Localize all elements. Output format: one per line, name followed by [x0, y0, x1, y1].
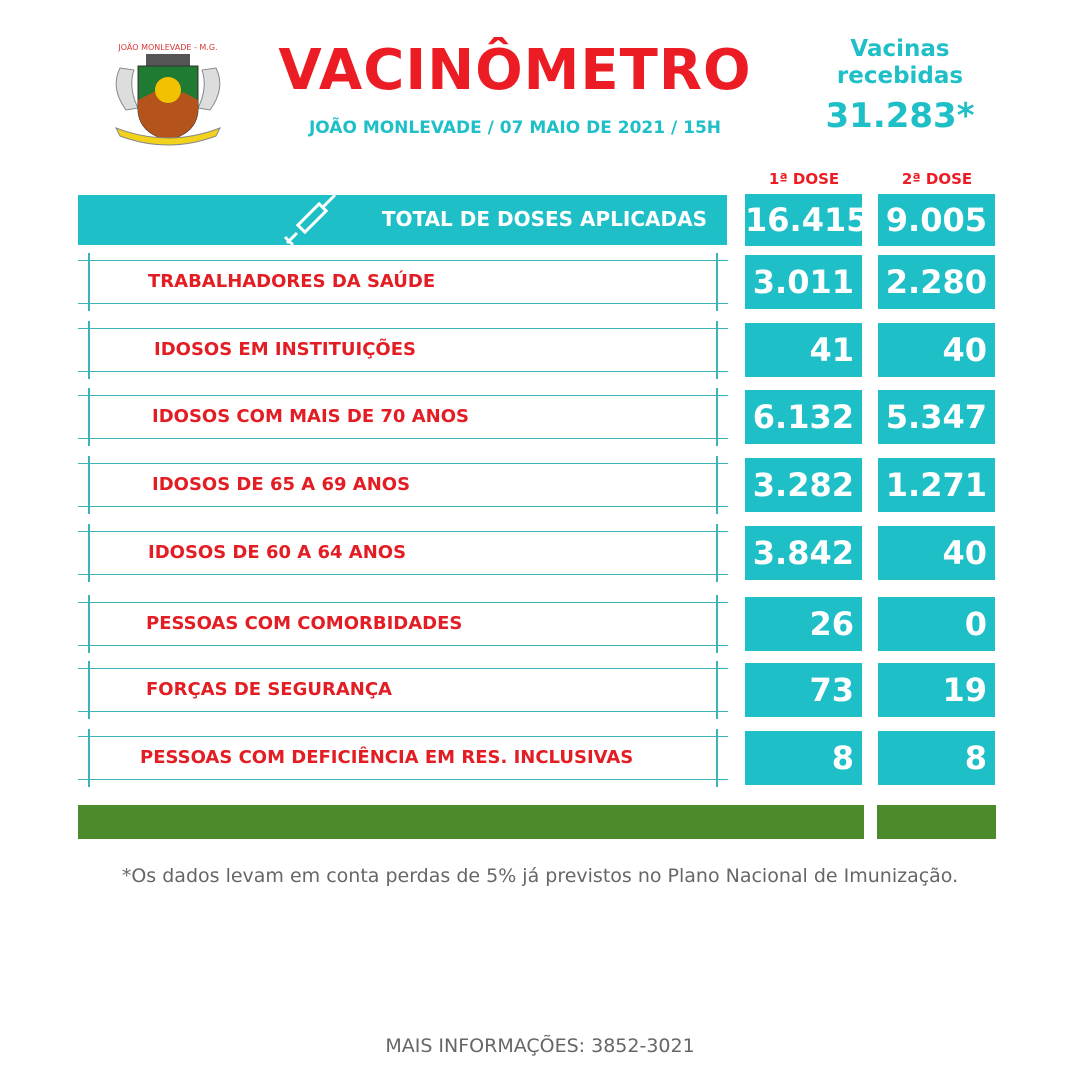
category-label: IDOSOS DE 65 A 69 ANOS	[152, 474, 411, 495]
row-divider	[716, 661, 718, 719]
category-row: PESSOAS COM COMORBIDADES	[78, 595, 728, 653]
footer-bar-left	[78, 805, 864, 839]
dose2-value: 19	[878, 663, 995, 717]
total-dose1-value: 16.415	[745, 194, 868, 246]
contact-info: MAIS INFORMAÇÕES: 3852-3021	[385, 1035, 695, 1057]
dose2-value: 5.347	[878, 390, 995, 444]
row-divider	[88, 524, 90, 582]
column-header-dose2: 2ª DOSE	[901, 170, 973, 188]
row-divider	[716, 595, 718, 653]
city-coat-of-arms-logo: JOÃO MONLEVADE - M.G.	[108, 38, 228, 150]
vaccines-received-label: Vacinas recebidas	[836, 36, 964, 89]
row-divider	[88, 595, 90, 653]
footnote: *Os dados levam em conta perdas de 5% já…	[121, 865, 959, 887]
category-label: FORÇAS DE SEGURANÇA	[146, 679, 392, 700]
total-doses-label: TOTAL DE DOSES APLICADAS	[381, 207, 707, 231]
syringe-icon	[283, 187, 343, 251]
dose1-value: 41	[745, 323, 862, 377]
dose1-value: 3.842	[745, 526, 862, 580]
row-divider	[716, 729, 718, 787]
dose1-value: 3.011	[745, 255, 862, 309]
page-subtitle: JOÃO MONLEVADE / 07 MAIO DE 2021 / 15H	[308, 118, 722, 138]
dose1-value: 73	[745, 663, 862, 717]
category-row: TRABALHADORES DA SAÚDE	[78, 253, 728, 311]
category-label: IDOSOS DE 60 A 64 ANOS	[148, 542, 407, 563]
total-dose2-value: 9.005	[878, 194, 995, 246]
dose2-value: 2.280	[878, 255, 995, 309]
row-divider	[716, 388, 718, 446]
svg-text:JOÃO MONLEVADE - M.G.: JOÃO MONLEVADE - M.G.	[117, 42, 217, 52]
row-divider	[716, 321, 718, 379]
footer-bar-right	[877, 805, 996, 839]
dose2-value: 40	[878, 526, 995, 580]
category-row: FORÇAS DE SEGURANÇA	[78, 661, 728, 719]
dose1-value: 6.132	[745, 390, 862, 444]
dose2-value: 1.271	[878, 458, 995, 512]
dose2-value: 40	[878, 323, 995, 377]
column-header-dose1: 1ª DOSE	[768, 170, 840, 188]
category-label: IDOSOS EM INSTITUIÇÕES	[154, 339, 416, 360]
page-title: VACINÔMETRO	[278, 38, 752, 103]
dose2-value: 8	[878, 731, 995, 785]
category-row: IDOSOS COM MAIS DE 70 ANOS	[78, 388, 728, 446]
dose1-value: 26	[745, 597, 862, 651]
row-divider	[88, 388, 90, 446]
category-row: IDOSOS DE 65 A 69 ANOS	[78, 456, 728, 514]
row-divider	[88, 253, 90, 311]
dose2-value: 0	[878, 597, 995, 651]
dose1-value: 3.282	[745, 458, 862, 512]
row-divider	[716, 524, 718, 582]
row-divider	[716, 456, 718, 514]
category-row: IDOSOS DE 60 A 64 ANOS	[78, 524, 728, 582]
row-divider	[88, 661, 90, 719]
row-divider	[716, 253, 718, 311]
category-label: TRABALHADORES DA SAÚDE	[148, 271, 436, 292]
category-label: PESSOAS COM COMORBIDADES	[146, 613, 463, 634]
category-label: PESSOAS COM DEFICIÊNCIA EM RES. INCLUSIV…	[140, 747, 634, 768]
category-row: IDOSOS EM INSTITUIÇÕES	[78, 321, 728, 379]
category-label: IDOSOS COM MAIS DE 70 ANOS	[152, 406, 469, 427]
row-divider	[88, 729, 90, 787]
row-divider	[88, 456, 90, 514]
row-divider	[88, 321, 90, 379]
total-doses-bar: TOTAL DE DOSES APLICADAS	[78, 193, 727, 247]
dose1-value: 8	[745, 731, 862, 785]
category-row: PESSOAS COM DEFICIÊNCIA EM RES. INCLUSIV…	[78, 729, 728, 787]
vaccines-received-value: 31.283*	[825, 96, 975, 136]
